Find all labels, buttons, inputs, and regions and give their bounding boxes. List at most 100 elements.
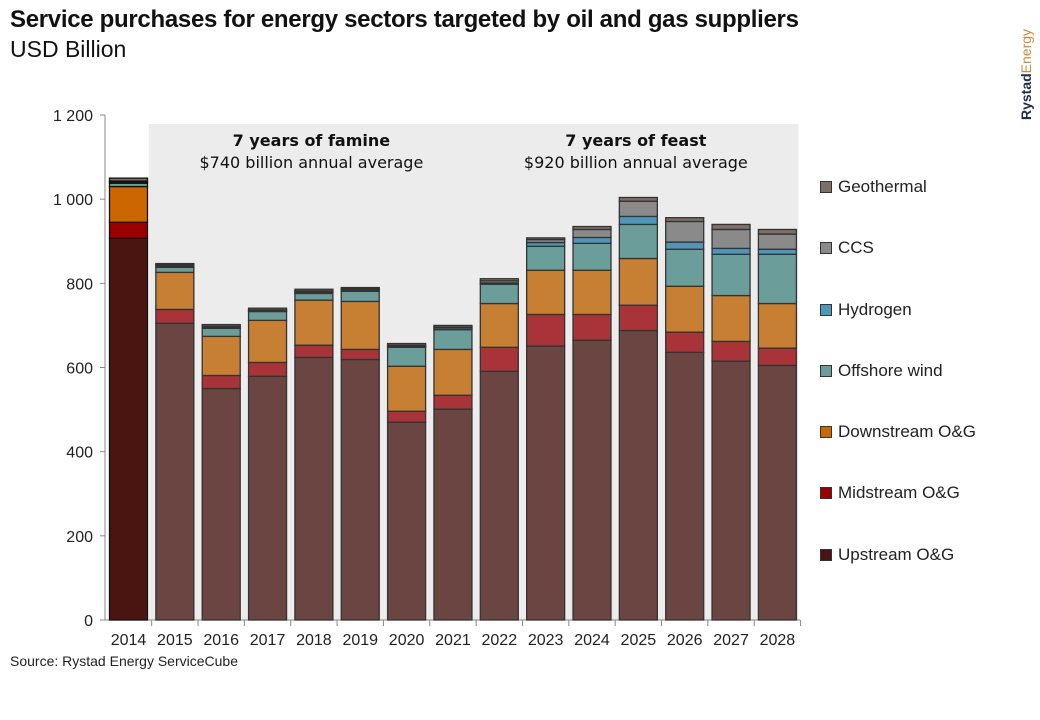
legend-label: Midstream O&G [838,483,960,502]
bar-geothermal-2015 [155,262,195,266]
bar-upstream-o-g-2015 [155,322,195,621]
bar-upstream-o-g-2017 [247,375,288,621]
legend-swatch [820,242,832,254]
bar-midstream-o-g-2017 [247,361,288,377]
bar-upstream-o-g-2020 [386,421,427,621]
bar-ccs-2027 [711,228,751,250]
bar-upstream-o-g-2018 [294,356,334,621]
legend-label: Downstream O&G [838,422,976,441]
bar-upstream-o-g-2016 [201,387,241,621]
legend-item: Upstream O&G [820,545,954,565]
x-tick-label: 2016 [203,632,239,649]
legend-swatch [820,487,832,499]
legend-item: Hydrogen [820,300,912,320]
bar-geothermal-2026 [665,217,705,223]
bar-downstream-o-g-2015 [155,271,195,311]
bar-midstream-o-g-2014 [108,221,149,239]
bar-upstream-o-g-2014 [108,237,149,621]
bar-upstream-o-g-2027 [711,360,751,621]
bar-offshore-wind-2019 [340,290,380,303]
bar-upstream-o-g-2021 [433,408,473,621]
bar-downstream-o-g-2028 [757,302,798,349]
x-tick-label: 2019 [342,632,378,649]
bar-offshore-wind-2028 [757,253,798,305]
bar-downstream-o-g-2026 [665,285,705,333]
x-tick-label: 2024 [574,632,610,649]
bar-offshore-wind-2027 [711,253,751,297]
bar-hydrogen-2027 [711,247,751,255]
x-tick-label: 2017 [250,632,286,649]
bar-offshore-wind-2025 [618,223,658,260]
x-tick-label: 2018 [296,632,332,649]
legend-label: CCS [838,238,874,257]
bar-downstream-o-g-2017 [247,319,288,364]
legend-item: CCS [820,238,874,258]
bar-midstream-o-g-2019 [340,348,380,361]
bar-offshore-wind-2015 [155,266,195,274]
y-tick-label: 600 [66,361,93,378]
bar-geothermal-2028 [757,228,798,235]
bar-offshore-wind-2021 [433,328,473,351]
annotation-text: $920 billion annual average [524,153,748,172]
chart-subtitle: USD Billion [10,36,127,62]
bar-midstream-o-g-2021 [433,394,473,410]
x-tick-label: 2028 [760,632,796,649]
y-tick-label: 200 [66,529,93,546]
annotation-title: 7 years of famine [233,131,391,150]
x-tick-label: 2022 [482,632,518,649]
x-tick-label: 2021 [435,632,471,649]
legend-item: Offshore wind [820,361,943,381]
bar-offshore-wind-2020 [386,346,427,367]
y-tick-label: 400 [66,445,93,462]
bar-geothermal-2014 [108,177,149,182]
bar-offshore-wind-2022 [479,283,519,305]
legend-label: Hydrogen [838,300,912,319]
chart-title: Service purchases for energy sectors tar… [10,6,799,33]
bar-downstream-o-g-2022 [479,302,519,348]
bar-upstream-o-g-2026 [665,351,705,621]
bar-geothermal-2022 [479,278,519,282]
source-note: Source: Rystad Energy ServiceCube [10,653,238,669]
bar-offshore-wind-2023 [526,245,566,271]
bar-ccs-2024 [572,228,612,239]
y-tick-label: 1 000 [53,192,93,209]
bar-geothermal-2020 [386,342,427,346]
bar-geothermal-2019 [340,286,380,290]
legend-swatch [820,365,832,377]
bar-downstream-o-g-2018 [294,299,334,346]
bar-upstream-o-g-2028 [757,364,798,621]
bar-hydrogen-2028 [757,248,798,255]
bar-midstream-o-g-2016 [201,374,241,390]
bar-midstream-o-g-2025 [618,304,658,332]
bar-offshore-wind-2024 [572,242,612,271]
x-tick-label: 2027 [713,632,749,649]
bar-midstream-o-g-2024 [572,313,612,341]
bar-downstream-o-g-2014 [108,185,149,223]
bar-midstream-o-g-2022 [479,346,519,372]
x-tick-label: 2025 [621,632,657,649]
legend-swatch [820,304,832,316]
bar-midstream-o-g-2026 [665,331,705,353]
bar-hydrogen-2026 [665,241,705,250]
y-tick-label: 1 200 [53,108,93,125]
bar-ccs-2028 [757,233,798,250]
bar-geothermal-2024 [572,225,612,231]
x-tick-label: 2015 [157,632,193,649]
legend-label: Offshore wind [838,361,943,380]
bar-downstream-o-g-2016 [201,335,241,377]
bar-midstream-o-g-2028 [757,347,798,367]
bar-geothermal-2025 [618,196,658,202]
bar-midstream-o-g-2015 [155,308,195,324]
bar-hydrogen-2024 [572,236,612,245]
x-tick-label: 2026 [667,632,703,649]
bar-geothermal-2023 [526,237,566,241]
bar-midstream-o-g-2023 [526,313,566,347]
bar-midstream-o-g-2020 [386,410,427,423]
x-tick-label: 2020 [389,632,425,649]
bar-upstream-o-g-2025 [618,329,658,621]
bar-offshore-wind-2026 [665,248,705,287]
bar-downstream-o-g-2023 [526,269,566,316]
bar-downstream-o-g-2025 [618,257,658,306]
legend-swatch [820,426,832,438]
